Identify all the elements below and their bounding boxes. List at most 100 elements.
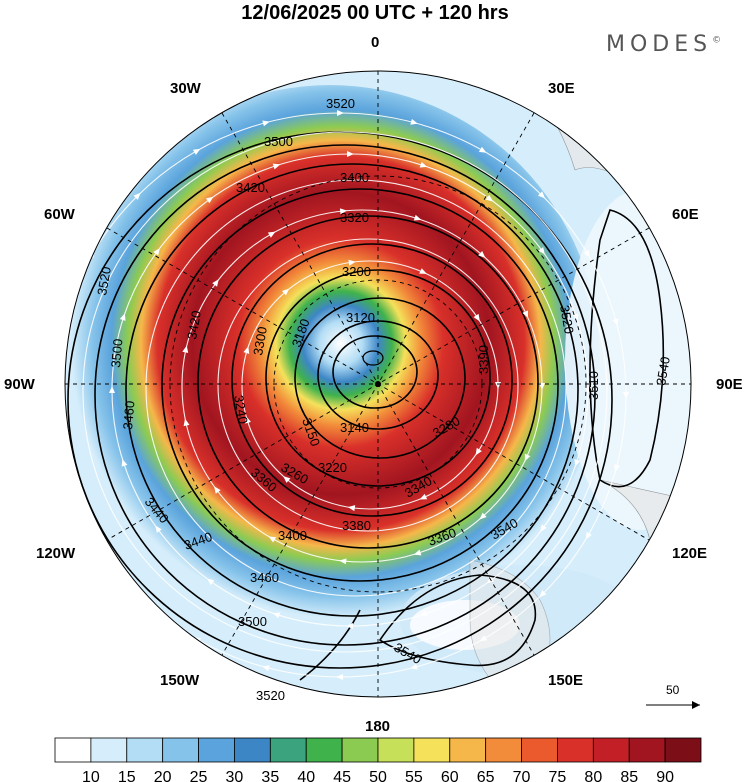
- contour-label: 3220: [318, 460, 347, 475]
- colorbar-swatch: [485, 737, 522, 763]
- colorbar-label: 65: [477, 769, 495, 782]
- wind-arrow: [337, 110, 344, 116]
- contour-label: 3400: [278, 528, 307, 543]
- colorbar-swatch: [628, 737, 666, 763]
- colorbar-swatch: [449, 737, 487, 763]
- colorbar-label: 45: [333, 769, 351, 782]
- wind-arrow: [272, 163, 281, 170]
- colorbar-label: 70: [513, 769, 531, 782]
- wind-arrow: [614, 464, 620, 472]
- wind-arrow: [348, 259, 356, 266]
- contour-label: 3300: [250, 325, 270, 356]
- colorbar-label: 25: [190, 769, 208, 782]
- south-pole-marker: [375, 381, 381, 387]
- colorbar-label: 75: [549, 769, 567, 782]
- wind-arrow: [475, 447, 482, 456]
- colorbar-swatch: [664, 737, 702, 763]
- colorbar-label: 85: [620, 769, 638, 782]
- wind-speed-field: [65, 71, 691, 697]
- colorbar-swatch: [126, 737, 164, 763]
- lon-label-120e: 120E: [672, 545, 708, 562]
- contour-label: 3120: [346, 310, 375, 325]
- wind-arrow: [182, 345, 189, 353]
- contour-label: 3390: [476, 345, 491, 374]
- colorbar-label: 20: [154, 769, 172, 782]
- colorbar-swatch: [162, 737, 199, 763]
- wind-arrow: [413, 549, 422, 556]
- wind-arrow: [410, 663, 418, 670]
- wind-arrow: [133, 192, 141, 200]
- contour-label: 3140: [340, 420, 369, 435]
- wind-arrow: [267, 231, 276, 238]
- lon-label-60w: 60W: [44, 206, 75, 223]
- wind-arrow: [522, 310, 529, 319]
- colorbar-label: 90: [656, 769, 674, 782]
- reference-vector-label: 50: [666, 683, 680, 697]
- wind-arrow: [478, 250, 486, 258]
- brand-text: MODES: [606, 32, 713, 57]
- contour-label: 3240: [231, 394, 251, 425]
- wind-arrow: [410, 118, 418, 125]
- colorbar-label: 35: [261, 769, 279, 782]
- wind-arrow: [134, 591, 143, 599]
- contour-label: 3400: [340, 170, 369, 185]
- wind-arrow: [61, 464, 68, 472]
- wind-arrow: [479, 512, 487, 520]
- colorbar-label: 80: [584, 769, 602, 782]
- lon-label-150w: 150W: [160, 672, 200, 689]
- wind-arrow: [90, 532, 97, 541]
- colorbar-swatch: [234, 737, 271, 763]
- contour-label: 3510: [586, 371, 601, 400]
- colorbar-swatch: [305, 737, 343, 763]
- wind-arrow: [612, 318, 619, 326]
- wind-arrow: [205, 196, 214, 204]
- contour-label: 3500: [264, 134, 293, 149]
- colorbar-label: 15: [118, 769, 136, 782]
- contour-label: 3500: [108, 338, 125, 368]
- colorbar-swatch: [90, 737, 128, 763]
- wind-arrow: [413, 214, 422, 221]
- colorbar-label: 50: [369, 769, 387, 782]
- colorbar-label: 10: [82, 769, 100, 782]
- wind-arrow: [243, 346, 250, 354]
- wind-arrow: [419, 610, 428, 617]
- colorbar-swatch: [413, 737, 451, 763]
- colorbar-swatch: [54, 737, 92, 763]
- wind-arrow: [479, 635, 488, 642]
- wind-arrow: [473, 313, 480, 322]
- wind-arrow: [214, 486, 221, 494]
- colorbar-swatch: [557, 737, 594, 763]
- wind-arrow: [572, 313, 579, 321]
- wind-arrow: [538, 247, 545, 255]
- colorbar-swatch: [269, 737, 307, 763]
- contour-label: 3320: [340, 210, 369, 225]
- wind-arrow: [262, 665, 270, 672]
- lon-label-180: 180: [365, 718, 391, 735]
- contour-label: 3500: [238, 614, 267, 629]
- colorbar-label: 40: [297, 769, 315, 782]
- lon-label-120w: 120W: [36, 545, 76, 562]
- contour-label: 3200: [342, 264, 371, 279]
- wind-arrow: [524, 453, 531, 462]
- wind-arrow: [283, 476, 291, 483]
- wind-arrow: [347, 505, 356, 512]
- wind-arrow: [60, 318, 66, 326]
- contour-label: 3520: [326, 96, 355, 111]
- wind-arrow: [336, 674, 343, 680]
- wind-arrow: [121, 459, 128, 467]
- wind-arrow: [272, 612, 281, 619]
- wind-arrow: [192, 148, 201, 155]
- wind-arrow: [212, 279, 219, 287]
- contour-label: 3540: [653, 355, 673, 386]
- wind-arrow: [119, 313, 126, 321]
- colorbar-swatch: [592, 737, 630, 763]
- reference-vector-head: [692, 701, 700, 709]
- wind-arrow: [339, 208, 348, 215]
- contour-label: 3460: [120, 400, 137, 430]
- brand-logo: MODES©: [606, 32, 722, 57]
- colorbar-label: 30: [226, 769, 244, 782]
- wind-arrow: [537, 191, 546, 199]
- wind-arrow: [347, 151, 354, 157]
- wind-arrow: [585, 387, 591, 394]
- colorbar: 10 15 20 25 30 35 40 45 50 55 60 65 70 75 80 85 90: [54, 737, 702, 782]
